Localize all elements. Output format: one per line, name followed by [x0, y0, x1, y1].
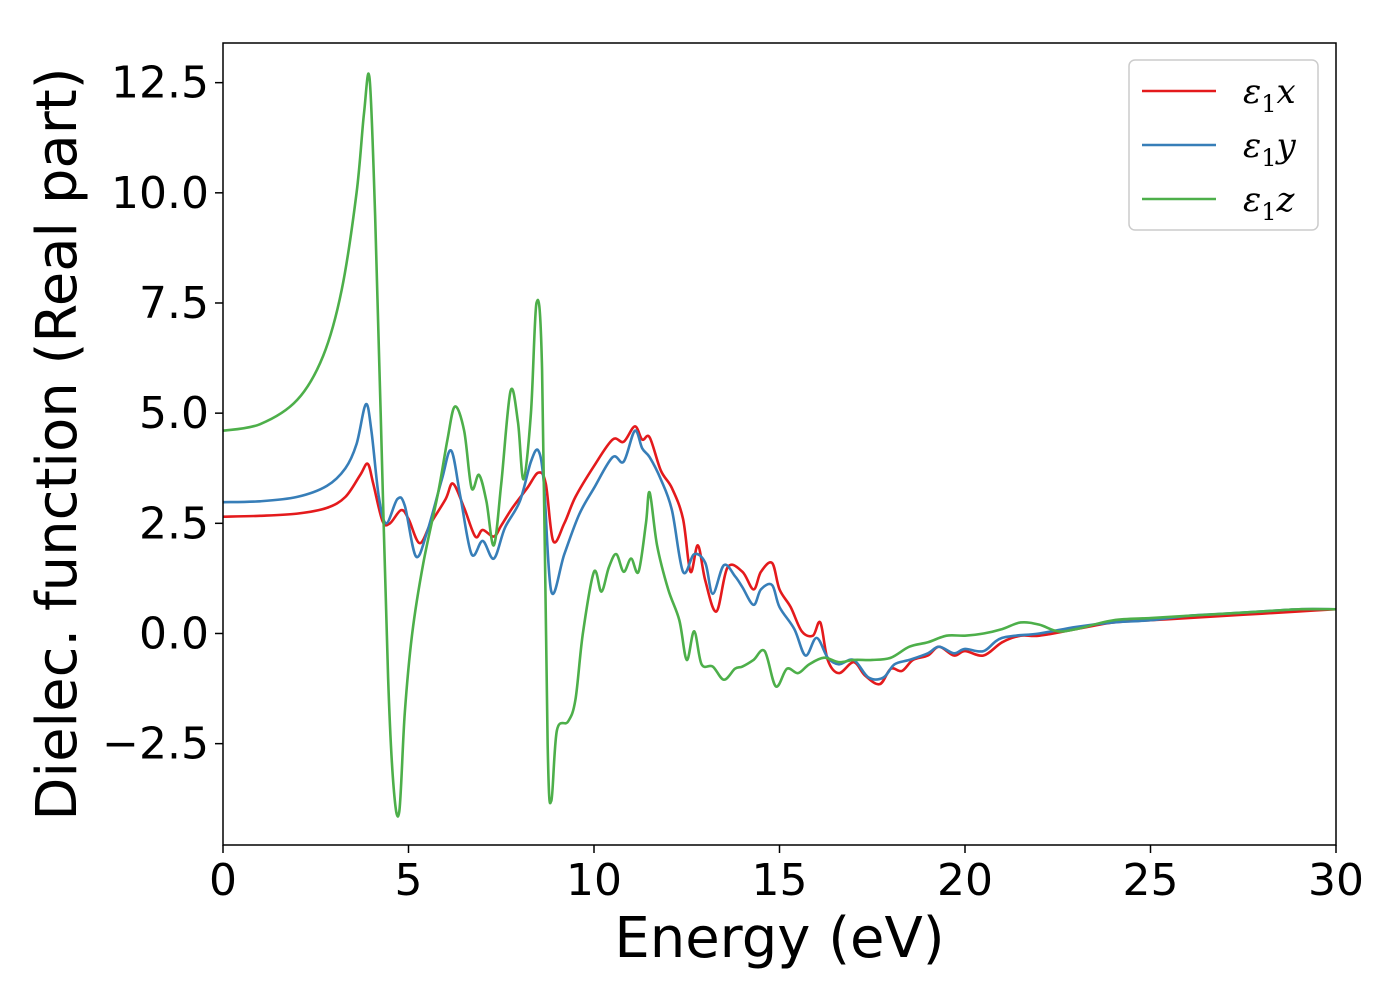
y-axis-ticks: −2.5 0.0 2.5 5.0 7.5 10.0 12.5: [102, 58, 223, 770]
x-axis-ticks: 0 5 10 15 20 25 30: [209, 845, 1364, 906]
y-tick-label: 10.0: [111, 168, 209, 219]
y-axis-title: Dielec. function (Real part): [25, 67, 90, 820]
y-tick-label: 12.5: [111, 58, 209, 109]
series-layer: [222, 72, 1337, 818]
legend-label-x: ε1x: [1243, 72, 1296, 118]
x-tick-label: 30: [1308, 855, 1364, 906]
y-tick-label: −2.5: [102, 719, 209, 770]
legend: ε1x ε1y ε1z: [1128, 59, 1319, 231]
legend-label-z: ε1z: [1243, 180, 1296, 226]
y-tick-label: 5.0: [139, 388, 209, 439]
x-axis-title: Energy (eV): [614, 906, 944, 971]
legend-label-y: ε1y: [1243, 126, 1297, 172]
y-tick-label: 7.5: [139, 278, 209, 329]
series-line-z: [222, 72, 1337, 818]
series-line-x: [222, 425, 1337, 686]
x-tick-label: 20: [937, 855, 993, 906]
x-tick-label: 5: [395, 855, 423, 906]
y-tick-label: 2.5: [139, 498, 209, 549]
series-line-y: [222, 402, 1337, 681]
y-tick-label: 0.0: [139, 608, 209, 659]
x-tick-label: 0: [209, 855, 237, 906]
x-tick-label: 10: [566, 855, 622, 906]
legend-box: [1128, 59, 1319, 231]
x-tick-label: 25: [1123, 855, 1179, 906]
x-tick-label: 15: [752, 855, 808, 906]
